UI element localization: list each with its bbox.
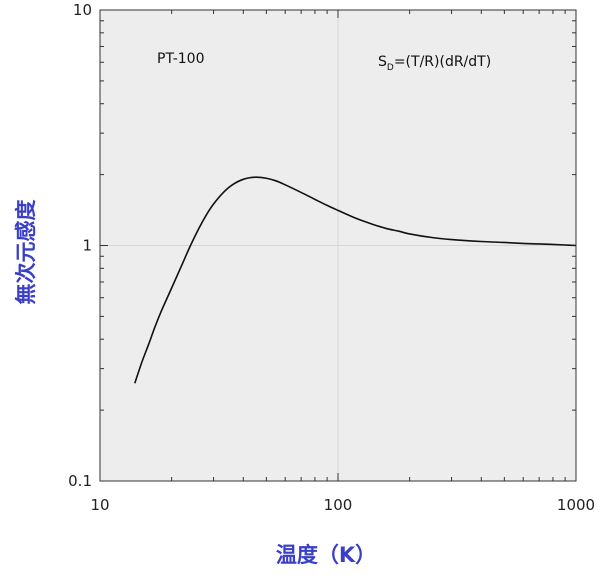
grid-lines: [100, 10, 576, 481]
x-tick-label: 10: [90, 496, 109, 514]
formula-subscript: D: [387, 63, 394, 73]
x-tick-label: 100: [324, 496, 353, 514]
x-tick-label: 1000: [557, 496, 595, 514]
y-tick-label: 0.1: [68, 472, 92, 490]
y-tick-label: 10: [73, 1, 92, 19]
series-line: [134, 176, 577, 384]
y-tick-label: 1: [82, 237, 92, 255]
formula-label: SD=(T/R)(dR/dT): [378, 54, 491, 73]
tick-labels: 10 100 1000 0.1 1 10: [68, 1, 595, 514]
sensor-label: PT-100: [157, 51, 204, 67]
y-axis-title: 無次元感度: [14, 200, 38, 305]
formula-rest: =(T/R)(dR/dT): [394, 54, 491, 70]
x-axis-title: 温度（K）: [276, 543, 376, 567]
formula-prefix: S: [378, 54, 387, 70]
plot-frame: [99, 9, 577, 482]
